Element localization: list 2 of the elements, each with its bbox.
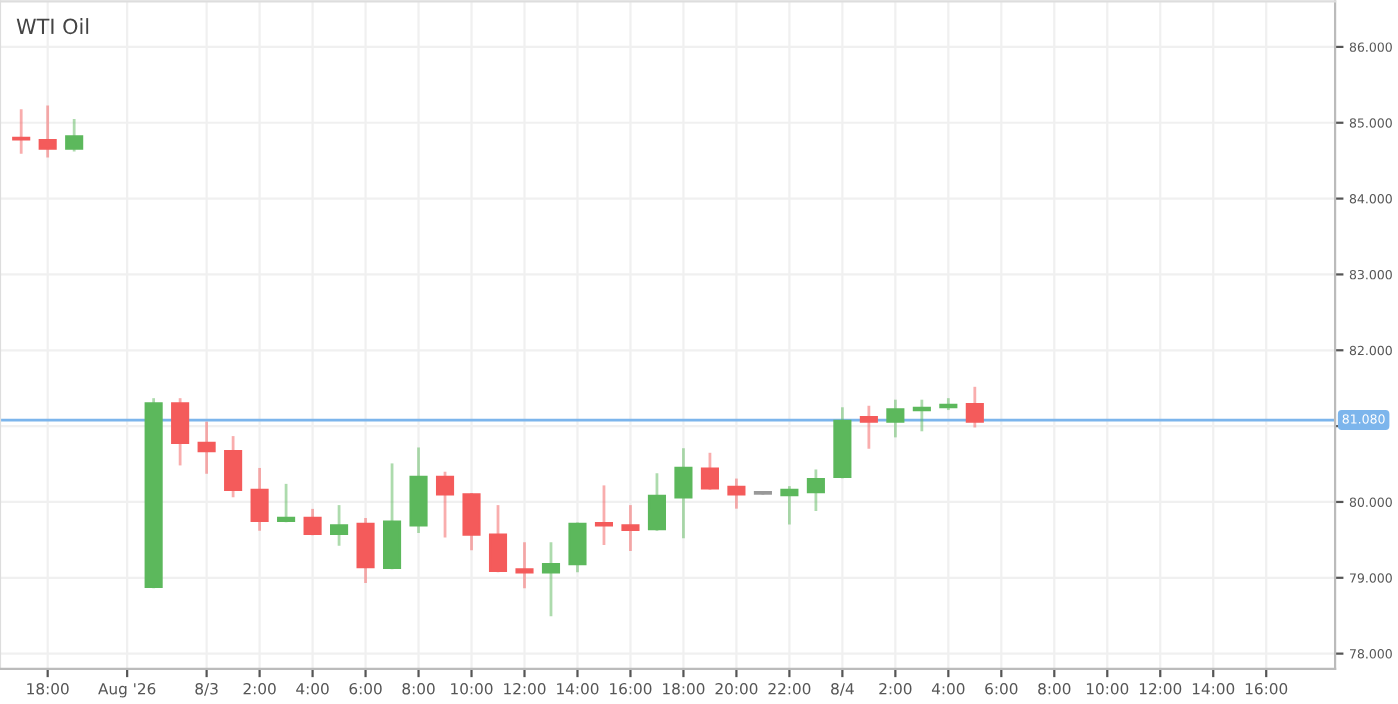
candlestick: [939, 398, 958, 411]
text: WTI Oil: [16, 18, 89, 35]
